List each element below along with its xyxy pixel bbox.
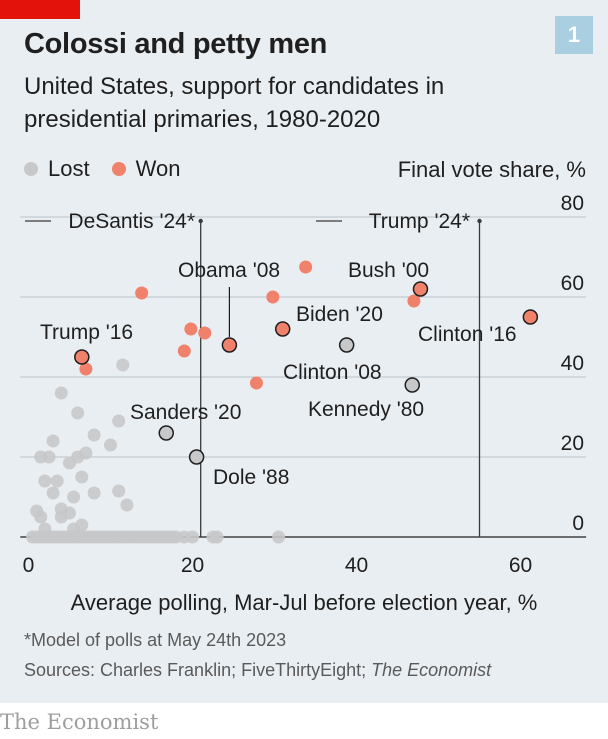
- lost-labelled-point-0: [158, 425, 175, 441]
- point-lost-68: [120, 498, 134, 512]
- reference-marker-1: [477, 218, 482, 224]
- scatter-plot: 0 20 40 60 80 0 20 40 60 DeSantis '24* Trump '24* S…: [20, 192, 587, 577]
- point-lost-48: [46, 486, 60, 500]
- won-labelled-point-0: [74, 349, 90, 365]
- brand-logo: The Economist: [0, 710, 159, 734]
- chart-title: Colossi and petty men: [24, 28, 328, 60]
- point-won-1: [135, 286, 149, 300]
- point-lost-45: [42, 450, 56, 464]
- point-won-6: [266, 290, 280, 304]
- brand-accent-bar: [0, 0, 80, 19]
- point-lost-43: [38, 522, 52, 536]
- x-tick-label-20: 20: [181, 554, 204, 577]
- x-axis-title: Average polling, Mar-Jul before election…: [70, 590, 538, 615]
- lost-point-label-1: Clinton '08: [283, 361, 382, 384]
- won-labelled-point-2: [274, 321, 291, 337]
- lost-labelled-point-2: [404, 377, 421, 393]
- y-tick-label-20: 20: [561, 432, 584, 455]
- y-tick-label-0: 0: [572, 512, 584, 535]
- point-lost-40: [272, 530, 286, 544]
- won-labelled-point-4: [522, 309, 539, 325]
- x-tick-label-60: 60: [509, 554, 532, 577]
- point-lost-37: [186, 530, 199, 544]
- point-lost-58: [71, 406, 85, 420]
- won-point-label-0: Trump '16: [40, 321, 133, 344]
- lost-labelled-point-1: [338, 337, 355, 353]
- point-lost-59: [75, 470, 89, 484]
- point-lost-47: [46, 434, 60, 448]
- x-tick-label-40: 40: [345, 554, 368, 577]
- point-won-0: [79, 362, 93, 376]
- legend-item-won: Won: [111, 156, 181, 182]
- lost-labelled-point-3: [188, 449, 205, 465]
- legend-marker-lost: [24, 162, 38, 176]
- point-lost-60: [75, 518, 89, 532]
- reference-label-0: DeSantis '24*: [68, 210, 195, 233]
- point-won-7: [299, 260, 313, 274]
- point-lost-66: [112, 484, 126, 498]
- lost-point-label-2: Kennedy '80: [308, 398, 424, 421]
- point-lost-51: [54, 386, 68, 400]
- lost-point-label-3: Dole '88: [213, 466, 289, 489]
- point-lost-65: [112, 414, 126, 428]
- point-lost-55: [63, 506, 76, 520]
- chart-number-badge: 1: [555, 16, 593, 54]
- sources-publication: The Economist: [371, 660, 492, 680]
- point-lost-63: [87, 486, 101, 500]
- reference-label-1: Trump '24*: [369, 210, 470, 233]
- point-lost-46: [38, 474, 52, 488]
- won-point-label-1: Obama '08: [178, 259, 280, 282]
- legend-marker-won: [111, 162, 126, 176]
- won-point-label-3: Bush '00: [348, 259, 429, 282]
- y-axis-title: Final vote share, %: [397, 157, 586, 182]
- point-lost-39: [210, 530, 224, 544]
- legend: Lost Won: [24, 156, 202, 182]
- reference-marker-0: [198, 218, 203, 224]
- chart-panel: [0, 0, 608, 703]
- point-won-5: [249, 376, 263, 390]
- point-lost-61: [79, 446, 93, 460]
- won-labelled-point-3: [412, 281, 429, 297]
- y-tick-label-60: 60: [561, 272, 584, 295]
- sources: Sources: Charles Franklin; FiveThirtyEig…: [24, 660, 491, 681]
- point-won-8: [407, 294, 421, 308]
- won-point-label-2: Biden '20: [296, 303, 383, 326]
- footnote: *Model of polls at May 24th 2023: [24, 630, 287, 650]
- point-won-3: [198, 326, 212, 340]
- y-tick-label-80: 80: [561, 192, 584, 215]
- point-lost-67: [116, 358, 130, 372]
- point-won-4: [177, 344, 191, 358]
- point-lost-62: [87, 428, 101, 442]
- y-tick-label-40: 40: [561, 352, 584, 375]
- legend-label-won: Won: [135, 156, 181, 181]
- point-lost-54: [67, 490, 81, 504]
- chart-subtitle: United States, support for candidates in…: [24, 73, 445, 133]
- x-tick-label-0: 0: [23, 554, 35, 577]
- legend-label-lost: Lost: [48, 156, 90, 181]
- legend-item-lost: Lost: [24, 156, 90, 182]
- sources-text: Sources: Charles Franklin; FiveThirtyEig…: [24, 660, 372, 680]
- lost-point-label-0: Sanders '20: [130, 401, 241, 424]
- point-lost-42: [34, 510, 48, 524]
- point-won-2: [184, 322, 198, 336]
- point-lost-64: [104, 438, 117, 452]
- point-lost-49: [50, 474, 64, 488]
- won-point-label-4: Clinton '16: [418, 323, 517, 346]
- won-labelled-point-1: [221, 337, 238, 353]
